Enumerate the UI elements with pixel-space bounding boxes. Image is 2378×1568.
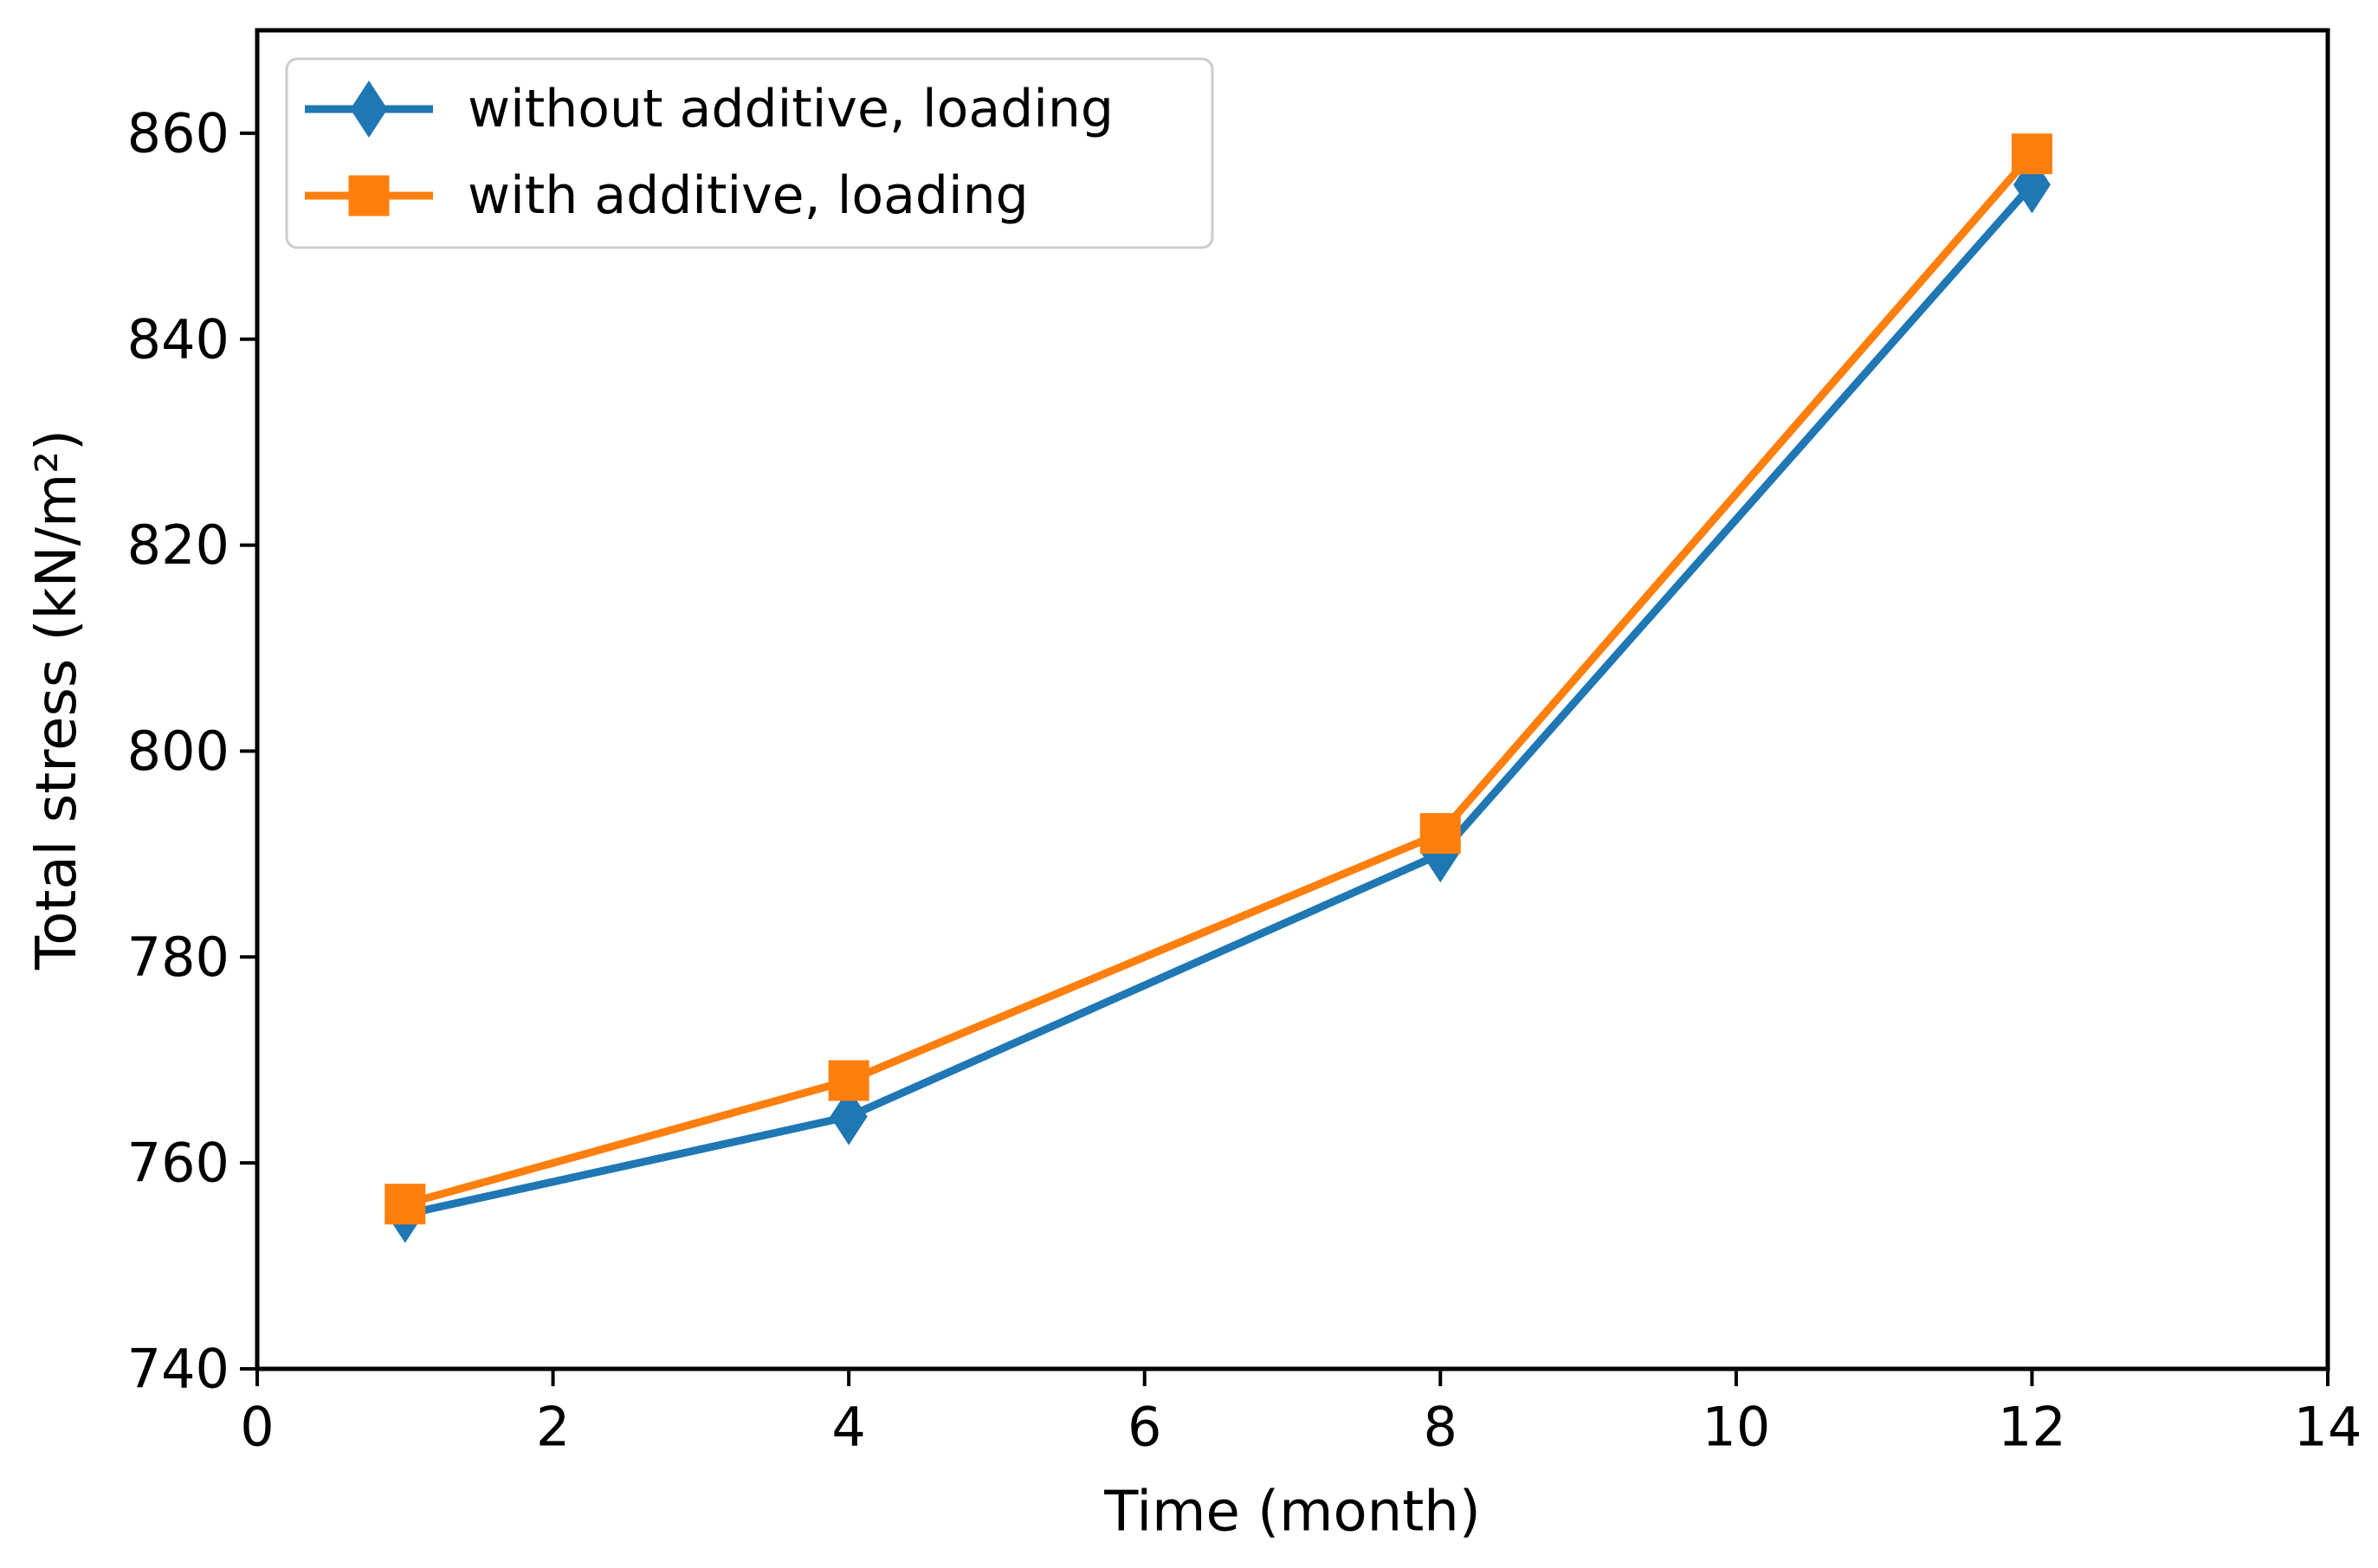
x-tick-label: 14 [2294, 1395, 2362, 1458]
x-tick-label: 12 [1998, 1395, 2066, 1458]
y-tick-label: 800 [127, 719, 229, 783]
x-tick-label: 2 [536, 1395, 570, 1458]
series-0-marker [830, 1087, 868, 1145]
series-1-marker [384, 1184, 426, 1225]
y-tick-label: 840 [127, 307, 229, 371]
y-tick-label: 860 [127, 101, 229, 165]
series-line-1 [404, 151, 2035, 1209]
x-axis-label: Time (month) [1103, 1480, 1481, 1544]
x-tick-label: 8 [1424, 1395, 1457, 1458]
y-axis-label: Total stress (kN/m²) [25, 429, 89, 971]
y-tick-label: 740 [127, 1338, 229, 1401]
x-tick-label: 0 [240, 1395, 274, 1458]
x-tick-label: 6 [1128, 1395, 1161, 1458]
series-1-marker [828, 1060, 869, 1101]
series-1-marker [1419, 813, 1461, 855]
legend-square-icon [348, 175, 390, 216]
series-1-marker [2011, 133, 2052, 175]
y-tick-label: 760 [127, 1132, 229, 1195]
x-tick-label: 10 [1702, 1395, 1770, 1458]
legend-diamond-icon [350, 81, 388, 138]
legend-box [285, 57, 1214, 249]
legend-label: with additive, loading [468, 165, 1029, 226]
y-tick-label: 780 [127, 926, 229, 989]
legend-label: without additive, loading [468, 79, 1114, 139]
x-tick-label: 4 [831, 1395, 865, 1458]
y-tick-label: 820 [127, 513, 229, 577]
plot-border [255, 28, 2330, 1371]
series-line-0 [404, 182, 2035, 1219]
